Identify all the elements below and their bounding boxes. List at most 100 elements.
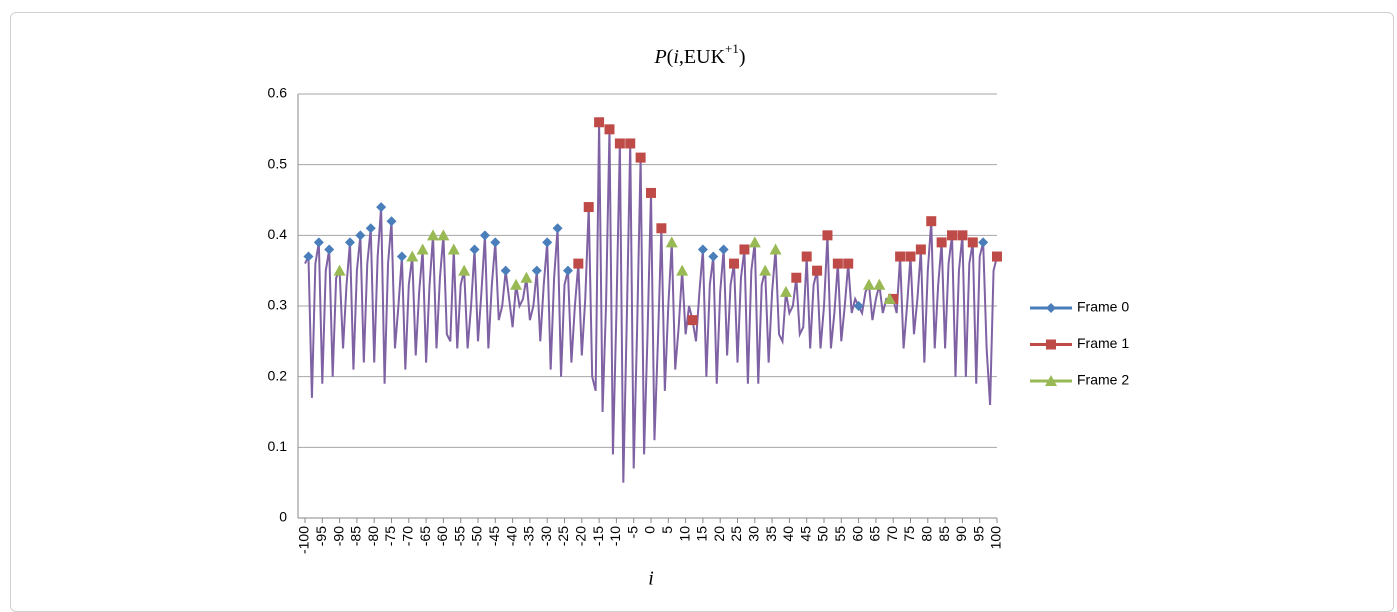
x-tick-label: 95 [970, 526, 986, 542]
marker [490, 237, 501, 248]
marker [479, 230, 490, 241]
x-tick-label: 30 [746, 526, 762, 542]
y-tick-label: 0.3 [268, 297, 288, 313]
marker [583, 202, 594, 213]
y-tick-label: 0.5 [268, 155, 288, 171]
marker [801, 251, 812, 262]
y-tick-label: 0.6 [268, 85, 288, 101]
marker [447, 243, 460, 255]
marker [873, 278, 886, 290]
marker [542, 237, 553, 248]
marker [676, 264, 689, 276]
x-tick-label: -30 [538, 526, 554, 546]
marker [355, 230, 366, 241]
marker [739, 244, 750, 255]
marker [324, 244, 335, 255]
x-tick-label: 55 [832, 526, 848, 542]
marker [396, 251, 407, 262]
x-tick-label: 40 [780, 526, 796, 542]
marker [759, 264, 772, 276]
marker [313, 237, 324, 248]
x-tick-label: -35 [521, 526, 537, 546]
x-tick-label: -25 [555, 526, 571, 546]
x-tick-label: 15 [694, 526, 710, 542]
marker [769, 243, 782, 255]
x-tick-label: -15 [590, 526, 606, 546]
marker [697, 244, 708, 255]
x-axis-label: i [648, 568, 654, 590]
x-tick-label: 65 [867, 526, 883, 542]
marker [888, 293, 899, 304]
legend-marker [1046, 339, 1056, 350]
marker [562, 265, 573, 276]
x-tick-label: 45 [797, 526, 813, 542]
x-tick-label: 70 [884, 526, 900, 542]
x-tick-label: 50 [815, 526, 831, 542]
chart-title: P(i,EUK+1) [653, 41, 745, 68]
x-tick-label: -65 [417, 526, 433, 546]
marker [416, 243, 429, 255]
x-tick-label: -55 [451, 526, 467, 546]
x-tick-label: 75 [901, 526, 917, 542]
marker [344, 237, 355, 248]
marker [406, 250, 419, 262]
marker [895, 251, 906, 262]
marker [853, 301, 864, 311]
legend-label: Frame 0 [1077, 299, 1129, 315]
x-tick-label: 5 [659, 526, 675, 534]
marker [604, 124, 615, 135]
marker [469, 244, 480, 255]
x-tick-label: -85 [348, 526, 364, 546]
x-tick-label: 85 [936, 526, 952, 542]
marker [500, 265, 511, 276]
marker [915, 244, 926, 255]
title-part: ( [667, 46, 674, 68]
x-tick-label: 0 [642, 526, 658, 534]
marker [843, 258, 854, 269]
marker [708, 251, 719, 262]
marker [573, 258, 584, 269]
marker [365, 223, 376, 234]
y-tick-label: 0.4 [268, 226, 288, 242]
marker [614, 138, 625, 149]
marker [303, 251, 314, 262]
x-tick-label: -90 [330, 526, 346, 546]
marker [812, 265, 823, 276]
legend-label: Frame 1 [1077, 335, 1129, 351]
x-tick-label: -75 [382, 526, 398, 546]
x-tick-label: -50 [469, 526, 485, 546]
x-tick-label: 100 [988, 526, 1004, 550]
x-tick-label: -60 [434, 526, 450, 546]
marker [748, 236, 761, 248]
marker [427, 229, 440, 241]
marker [386, 216, 397, 227]
marker [520, 271, 533, 283]
page: {"chart_data": {"type": "line", "title":… [10, 12, 1394, 612]
marker [531, 265, 542, 276]
marker [656, 223, 667, 234]
x-tick-label: -10 [607, 526, 623, 546]
marker [687, 315, 698, 326]
x-tick-label: 90 [953, 526, 969, 542]
marker [646, 187, 656, 198]
marker [458, 264, 471, 276]
title-part: ) [739, 46, 746, 68]
marker [333, 264, 346, 276]
y-tick-label: 0.2 [268, 367, 288, 383]
title-part: i [673, 46, 679, 68]
x-tick-label: -40 [503, 526, 519, 546]
x-tick-label: -45 [486, 526, 502, 546]
marker [376, 202, 387, 213]
x-tick-label: -70 [400, 526, 416, 546]
marker [729, 258, 740, 269]
marker [437, 229, 450, 241]
x-tick-label: 25 [728, 526, 744, 542]
marker [594, 117, 605, 128]
marker [936, 237, 947, 248]
marker [832, 258, 843, 269]
y-tick-label: 0.1 [268, 438, 288, 454]
title-part: P [653, 46, 666, 68]
marker [625, 138, 636, 149]
marker [967, 237, 978, 248]
marker [510, 278, 523, 290]
